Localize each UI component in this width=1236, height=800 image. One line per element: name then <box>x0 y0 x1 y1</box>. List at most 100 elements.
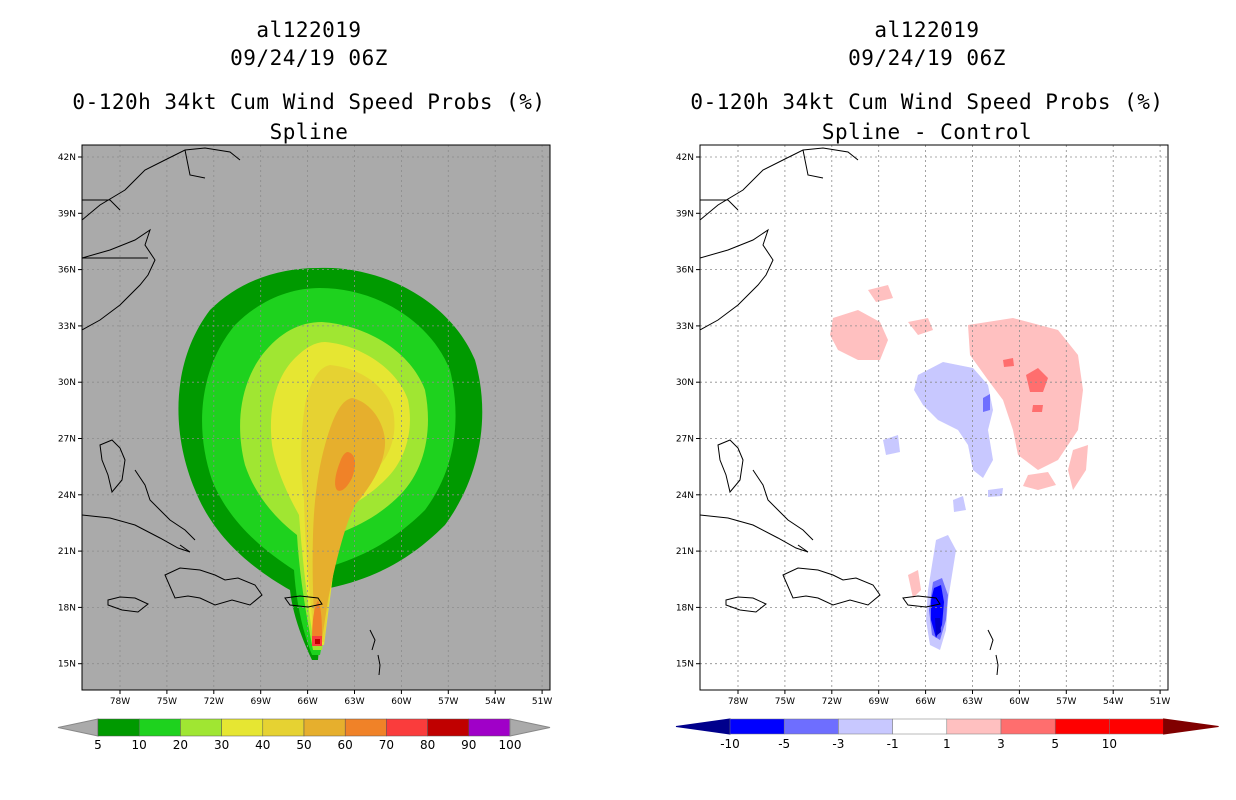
lon-label: 75W <box>157 697 177 707</box>
lon-label: 60W <box>1009 697 1029 707</box>
colorbar-legend: -10 -5 -3 -1 1 3 5 10 <box>675 718 1219 751</box>
lat-label: 24N <box>58 491 76 501</box>
colorbar-label: 70 <box>379 738 394 752</box>
colorbar-label: 100 <box>499 738 522 752</box>
diff-pos-1 <box>830 310 888 360</box>
colorbar-label: 40 <box>255 738 270 752</box>
diff-neg-3b <box>983 394 990 412</box>
colorbar-label: 90 <box>461 738 476 752</box>
contour-80 <box>315 639 320 644</box>
right-panel: al122019 09/24/19 06Z 0-120h 34kt Cum Wi… <box>618 0 1236 800</box>
diff-pos-1e <box>1023 472 1056 490</box>
lat-label: 36N <box>676 266 694 276</box>
difference-contours <box>830 285 1088 650</box>
colorbar-box <box>138 718 181 737</box>
lon-label: 66W <box>297 697 317 707</box>
diff-pos-1b <box>908 318 933 335</box>
lat-label: 24N <box>676 491 694 501</box>
lat-label: 21N <box>676 547 694 557</box>
lon-label: 75W <box>775 697 795 707</box>
colorbar-label: 5 <box>1051 737 1059 751</box>
colorbar-box <box>303 718 346 737</box>
longitude-labels: 78W 75W 72W 69W 66W 63W 60W 57W 54W 51W <box>728 690 1170 707</box>
product-title: 0-120h 34kt Cum Wind Speed Probs (%) <box>72 90 546 114</box>
map-frame <box>699 144 1169 691</box>
colorbar-box <box>180 718 222 737</box>
lon-label: 63W <box>962 697 982 707</box>
lat-label: 36N <box>58 266 76 276</box>
colorbar-label: 50 <box>296 738 311 752</box>
probability-contours <box>178 267 483 660</box>
datetime: 09/24/19 06Z <box>230 46 388 70</box>
lon-label: 60W <box>391 697 411 707</box>
map-frame <box>81 144 551 691</box>
diff-neg-10 <box>935 618 941 636</box>
lon-label: 57W <box>438 697 458 707</box>
coastlines <box>82 147 381 676</box>
colorbar-label: 1 <box>943 737 951 751</box>
colorbar-label: -1 <box>887 737 899 751</box>
lat-label: 33N <box>58 322 76 332</box>
colorbar-label: 30 <box>214 738 229 752</box>
lon-label: 69W <box>251 697 271 707</box>
colorbar-label: 10 <box>1102 737 1117 751</box>
left-panel: al122019 09/24/19 06Z 0-120h 34kt Cum Wi… <box>57 18 553 752</box>
diff-pos-1f <box>1068 445 1088 490</box>
diff-neg-1 <box>914 362 993 478</box>
colorbar-label: -5 <box>778 737 790 751</box>
lon-label: 66W <box>915 697 935 707</box>
contour-50 <box>312 398 386 640</box>
colorbar-box <box>1000 718 1056 735</box>
lat-label: 21N <box>58 547 76 557</box>
colorbar-legend: 5 10 20 30 40 50 60 70 80 90 100 <box>57 718 551 752</box>
contour-60b <box>312 600 322 640</box>
lon-label: 63W <box>344 697 364 707</box>
panel-subtitle: Spline <box>269 120 349 144</box>
colorbar-label: -3 <box>832 737 844 751</box>
lat-label: 42N <box>58 153 76 163</box>
colorbar-box <box>468 718 511 737</box>
colorbar-label: 60 <box>338 738 353 752</box>
diff-pos-3 <box>1026 368 1048 392</box>
lon-label: 69W <box>869 697 889 707</box>
lat-lon-grid <box>82 145 550 690</box>
colorbar-left-arrow <box>675 718 731 735</box>
lat-label: 42N <box>676 153 694 163</box>
colorbar-box <box>1054 718 1110 735</box>
colorbar-label: -10 <box>720 737 740 751</box>
lon-label: 54W <box>1103 697 1123 707</box>
diff-pos-3b <box>1003 358 1014 367</box>
lat-label: 15N <box>676 660 694 670</box>
lon-label: 51W <box>1150 697 1170 707</box>
diff-pos-1g <box>908 570 921 598</box>
datetime: 09/24/19 06Z <box>848 46 1006 70</box>
lon-label: 51W <box>532 697 552 707</box>
colorbar-box <box>344 718 387 737</box>
lon-label: 57W <box>1056 697 1076 707</box>
colorbar-box <box>892 718 948 735</box>
lat-label: 27N <box>58 435 76 445</box>
colorbar-label: 3 <box>997 737 1005 751</box>
diff-pos-3c <box>1032 405 1043 412</box>
lat-label: 18N <box>676 603 694 613</box>
coastlines <box>700 147 999 676</box>
diff-pos-1d <box>968 318 1083 470</box>
colorbar-box <box>838 718 893 735</box>
colorbar-box <box>946 718 1002 735</box>
colorbar-box <box>783 718 839 735</box>
colorbar-label: 5 <box>94 738 102 752</box>
colorbar-label: 20 <box>173 738 188 752</box>
colorbar-box <box>386 718 428 737</box>
lat-lon-grid <box>700 145 1168 690</box>
colorbar-right-arrow <box>1163 718 1219 735</box>
lat-label: 30N <box>58 378 76 388</box>
lat-label: 33N <box>676 322 694 332</box>
lat-label: 39N <box>676 209 694 219</box>
lat-label: 27N <box>676 435 694 445</box>
colorbar-box <box>729 718 785 735</box>
colorbar-label: 10 <box>132 738 147 752</box>
storm-id: al122019 <box>256 18 362 42</box>
latitude-labels: 42N 39N 36N 33N 30N 27N 24N 21N 18N 15N <box>676 153 700 670</box>
lon-label: 72W <box>204 697 224 707</box>
colorbar-box <box>262 718 305 737</box>
